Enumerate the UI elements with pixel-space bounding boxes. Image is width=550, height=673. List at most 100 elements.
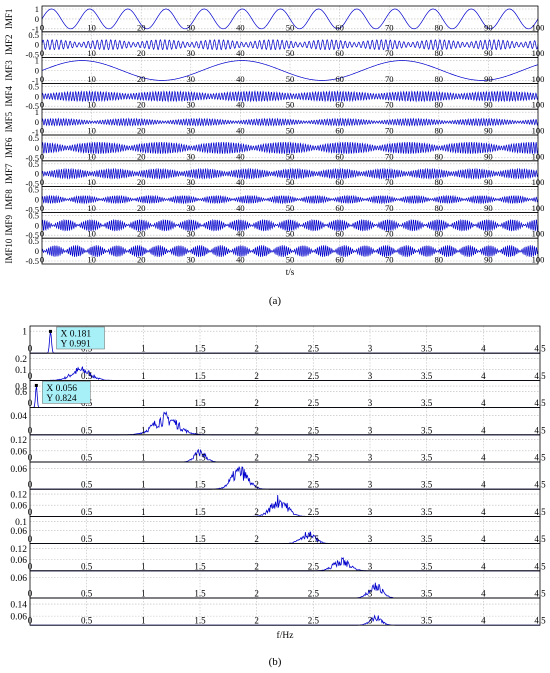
x-tick-label: 70 bbox=[385, 229, 394, 239]
x-tick-label: 80 bbox=[435, 255, 444, 265]
imf-label: IMF3 bbox=[4, 60, 14, 81]
x-tick-label: 2.5 bbox=[308, 371, 320, 381]
x-tick-label: 3 bbox=[368, 616, 373, 626]
y-tick-label: 0.06 bbox=[10, 613, 27, 623]
x-tick-label: 90 bbox=[484, 48, 493, 58]
x-tick-label: 4 bbox=[481, 398, 486, 408]
subplot-frame bbox=[29, 461, 541, 490]
x-tick-label: 10 bbox=[87, 229, 96, 239]
x-tick-label: 60 bbox=[335, 177, 344, 187]
x-tick-label: 2.5 bbox=[308, 453, 320, 463]
x-tick-label: 40 bbox=[236, 126, 245, 136]
x-tick-label: 20 bbox=[137, 100, 146, 110]
x-tick-label: 0 bbox=[28, 561, 33, 571]
x-tick-label: 1 bbox=[141, 425, 146, 435]
x-tick-label: 1.5 bbox=[194, 589, 206, 599]
x-tick-label: 50 bbox=[286, 151, 295, 161]
spectrum-line bbox=[30, 466, 540, 490]
y-tick-label: -1 bbox=[32, 75, 39, 85]
x-tick-label: 60 bbox=[335, 151, 344, 161]
y-tick-label: -0.5 bbox=[26, 50, 39, 60]
x-tick-label: 2 bbox=[254, 561, 259, 571]
x-tick-label: 0 bbox=[28, 453, 33, 463]
x-tick-label: 40 bbox=[236, 203, 245, 213]
y-tick-label: 0.8 bbox=[15, 383, 27, 393]
x-tick-label: 4.5 bbox=[534, 589, 546, 599]
imf-label: IMF6 bbox=[4, 137, 14, 158]
datatip-box bbox=[42, 381, 91, 404]
y-tick-label: 1 bbox=[35, 56, 39, 66]
x-tick-label: 0.5 bbox=[81, 425, 93, 435]
x-tick-label: 1 bbox=[141, 616, 146, 626]
x-tick-label: 0 bbox=[28, 534, 33, 544]
datatip-x: X 0.056 bbox=[46, 384, 77, 394]
x-tick-label: 2 bbox=[254, 453, 259, 463]
x-tick-label: 0 bbox=[40, 74, 44, 84]
x-tick-label: 2.5 bbox=[308, 507, 320, 517]
imf-label: IMF5 bbox=[4, 111, 14, 132]
x-tick-label: 4.5 bbox=[534, 344, 546, 354]
x-tick-label: 2 bbox=[254, 480, 259, 490]
x-tick-label: 1.5 bbox=[194, 480, 206, 490]
x-tick-label: 1.5 bbox=[194, 371, 206, 381]
x-tick-label: 100 bbox=[532, 100, 545, 110]
y-tick-label: 0.6 bbox=[15, 388, 27, 398]
x-tick-label: 60 bbox=[335, 203, 344, 213]
x-tick-label: 90 bbox=[484, 203, 493, 213]
x-tick-label: 30 bbox=[187, 255, 196, 265]
y-tick-label: 1 bbox=[35, 107, 39, 117]
x-tick-label: 4.5 bbox=[534, 425, 546, 435]
imf-label: IMF2 bbox=[4, 34, 14, 55]
x-tick-label: 20 bbox=[137, 151, 146, 161]
y-tick-label: -0.5 bbox=[26, 153, 39, 163]
y-tick-label: 0.5 bbox=[28, 185, 39, 195]
x-tick-label: 80 bbox=[435, 48, 444, 58]
imf-label: IMF4 bbox=[4, 86, 14, 107]
imf-label: IMF10 bbox=[4, 238, 14, 264]
y-tick-label: 0 bbox=[35, 117, 39, 127]
x-tick-label: 10 bbox=[87, 74, 96, 84]
x-tick-label: 70 bbox=[385, 203, 394, 213]
x-tick-label: 3 bbox=[368, 589, 373, 599]
x-tick-label: 4 bbox=[481, 616, 486, 626]
x-tick-label: 10 bbox=[87, 100, 96, 110]
x-tick-label: 30 bbox=[187, 229, 196, 239]
spectrum-subplot-2: 0.20.1 0 0.5 1 1.5 2 2.5 3 3.5 4 4.5 bbox=[15, 352, 546, 381]
y-tick-label: -0.5 bbox=[26, 204, 39, 214]
imf-subplot-8: 0.50-0.5 IMF8 0 10 20 30 40 50 60 70 80 90 100 bbox=[4, 185, 544, 215]
x-tick-label: 70 bbox=[385, 100, 394, 110]
x-tick-label: 3.5 bbox=[421, 616, 433, 626]
x-tick-label: 4 bbox=[481, 453, 486, 463]
x-tick-label: 2 bbox=[254, 507, 259, 517]
x-tick-label: 0 bbox=[40, 177, 44, 187]
x-axis-label: f/Hz bbox=[277, 630, 294, 641]
x-tick-label: 3.5 bbox=[421, 589, 433, 599]
x-tick-label: 4 bbox=[481, 480, 486, 490]
y-tick-label: 0.06 bbox=[10, 447, 27, 457]
x-tick-label: 3 bbox=[368, 453, 373, 463]
x-tick-label: 70 bbox=[385, 74, 394, 84]
imf-waveform bbox=[41, 142, 539, 154]
imf-waveform bbox=[41, 167, 539, 180]
x-tick-label: 0 bbox=[40, 229, 44, 239]
x-tick-label: 10 bbox=[87, 126, 96, 136]
x-tick-label: 0 bbox=[40, 126, 44, 136]
x-tick-label: 4 bbox=[481, 534, 486, 544]
y-tick-label: 0.06 bbox=[10, 527, 27, 537]
spectrum-line bbox=[30, 614, 540, 626]
x-tick-label: 40 bbox=[236, 74, 245, 84]
x-tick-label: 0.5 bbox=[81, 616, 93, 626]
x-tick-label: 60 bbox=[335, 74, 344, 84]
y-tick-label: -0.5 bbox=[26, 230, 39, 240]
x-tick-label: 50 bbox=[286, 100, 295, 110]
imf-waveform bbox=[41, 244, 539, 258]
subplot-frame bbox=[29, 352, 541, 381]
spectrum-line bbox=[30, 331, 540, 354]
x-tick-label: 3.5 bbox=[421, 425, 433, 435]
y-tick-label: 0 bbox=[35, 220, 39, 230]
x-tick-label: 0 bbox=[28, 425, 33, 435]
x-tick-label: 1.5 bbox=[194, 534, 206, 544]
